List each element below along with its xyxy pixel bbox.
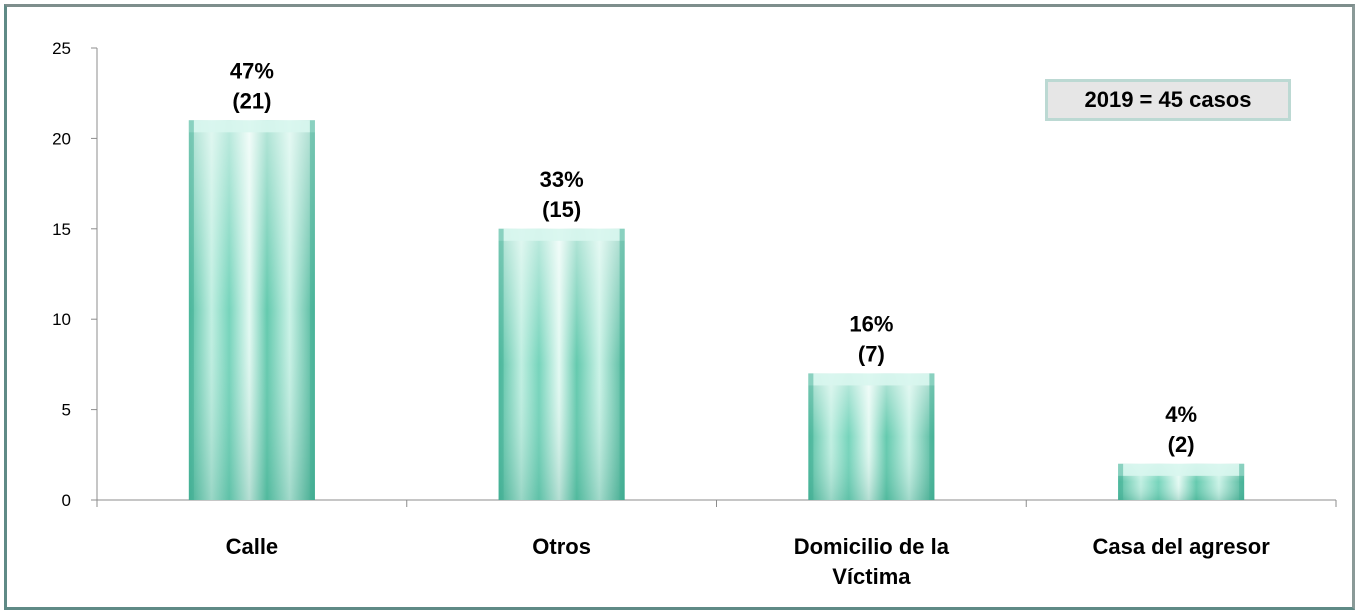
y-tick-label: 10 xyxy=(52,310,71,329)
x-category-label: Otros xyxy=(532,534,591,559)
data-label: 16% xyxy=(849,311,893,336)
data-label: (21) xyxy=(232,88,271,113)
data-label: 47% xyxy=(230,58,274,83)
y-tick-label: 25 xyxy=(52,39,71,58)
bar-top-cap xyxy=(808,373,935,386)
bar-shine xyxy=(498,228,625,501)
bar-shine xyxy=(808,373,935,500)
y-tick-label: 20 xyxy=(52,129,71,148)
bar-edge-left xyxy=(808,373,814,500)
data-label: (15) xyxy=(542,197,581,222)
bar-shine xyxy=(188,120,315,500)
data-label: 4% xyxy=(1165,402,1197,427)
summary-annotation: 2019 = 45 casos xyxy=(1045,79,1291,121)
bar-top-cap xyxy=(1118,463,1245,476)
bar-edge-right xyxy=(929,373,935,500)
bar-edge-left xyxy=(188,120,194,500)
bar-edge-right xyxy=(619,228,625,501)
y-tick-label: 0 xyxy=(62,491,71,510)
x-category-label: Víctima xyxy=(832,564,911,589)
data-label: (2) xyxy=(1168,432,1195,457)
y-tick-label: 15 xyxy=(52,220,71,239)
x-category-label: Casa del agresor xyxy=(1092,534,1270,559)
data-label: 33% xyxy=(540,167,584,192)
y-tick-label: 5 xyxy=(62,401,71,420)
bar-top-cap xyxy=(188,120,315,133)
bar-edge-left xyxy=(1118,463,1124,500)
bar-edge-right xyxy=(309,120,315,500)
bar-edge-right xyxy=(1239,463,1245,500)
bar-top-cap xyxy=(498,228,625,241)
bar-edge-left xyxy=(498,228,504,501)
x-category-label: Calle xyxy=(226,534,279,559)
x-category-label: Domicilio de la xyxy=(794,534,950,559)
data-label: (7) xyxy=(858,341,885,366)
